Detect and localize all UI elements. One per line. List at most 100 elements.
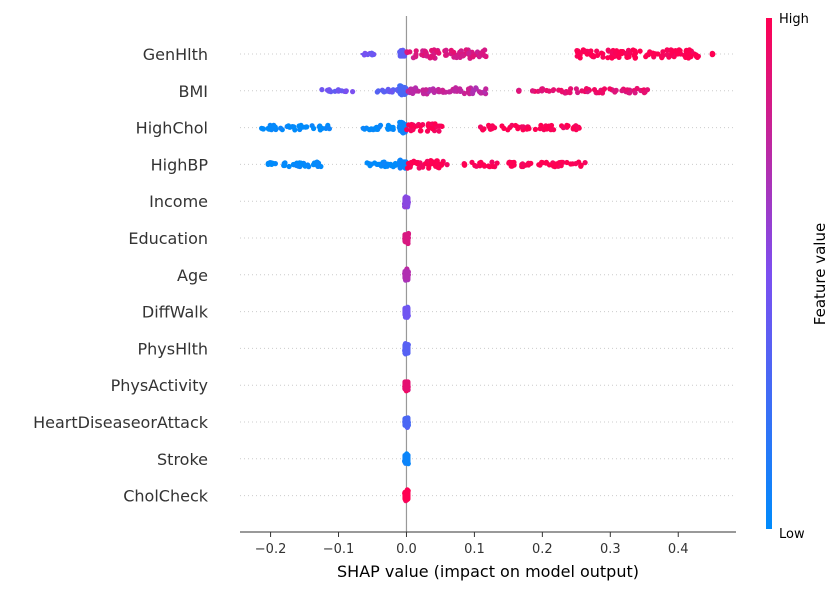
shap-point: [519, 124, 525, 130]
shap-point-cluster: [462, 163, 467, 166]
shap-point: [482, 47, 488, 53]
shap-point: [285, 123, 292, 129]
shap-point: [573, 161, 579, 167]
shap-point: [426, 163, 432, 169]
shap-point: [390, 124, 396, 130]
shap-point: [508, 163, 514, 169]
shap-point: [591, 87, 598, 93]
shap-point: [443, 52, 449, 58]
shap-point: [443, 47, 449, 53]
feature-label: Income: [149, 192, 208, 211]
shap-point: [259, 125, 265, 131]
shap-point: [619, 88, 625, 94]
shap-point: [270, 160, 276, 166]
shap-point: [536, 162, 542, 168]
shap-point: [424, 128, 431, 134]
shap-point: [665, 47, 671, 53]
shap-point: [429, 54, 435, 60]
shap-point: [271, 123, 277, 129]
shap-point: [565, 123, 571, 129]
feature-points: [402, 415, 411, 430]
shap-point: [458, 88, 464, 94]
shap-point: [664, 52, 670, 58]
colorbar-title: Feature value: [811, 223, 829, 325]
shap-point: [530, 88, 536, 94]
shap-point-cluster: [402, 416, 411, 428]
shap-point: [584, 51, 590, 57]
shap-point: [367, 163, 373, 169]
x-tick-label: −0.2: [255, 542, 287, 557]
x-tick-label: 0.0: [396, 542, 417, 557]
shap-point: [594, 48, 600, 54]
shap-point: [577, 55, 583, 61]
shap-point: [492, 125, 498, 131]
feature-points: [402, 266, 411, 283]
shap-point-cluster: [402, 268, 411, 281]
shap-point: [430, 88, 436, 94]
shap-point: [302, 124, 309, 130]
shap-point: [688, 53, 694, 59]
shap-point: [422, 48, 428, 55]
shap-point: [596, 90, 602, 96]
shap-point: [425, 121, 432, 127]
shap-point: [324, 87, 331, 93]
shap-point: [579, 88, 585, 94]
shap-point: [339, 88, 345, 94]
shap-point: [373, 126, 379, 132]
shap-point: [617, 50, 623, 56]
shap-point: [477, 163, 483, 169]
shap-point: [644, 87, 651, 93]
shap-point: [509, 122, 515, 128]
feature-label: PhysActivity: [111, 376, 208, 395]
shap-point: [410, 90, 416, 96]
shap-point: [286, 163, 292, 170]
shap-point: [393, 162, 399, 168]
shap-point: [436, 89, 443, 95]
shap-point: [483, 86, 489, 92]
shap-point: [404, 127, 410, 133]
shap-point: [384, 163, 390, 169]
shap-point: [413, 48, 419, 54]
shap-point: [644, 52, 650, 58]
shap-point: [544, 126, 550, 132]
shap-point: [590, 52, 596, 59]
shap-point: [570, 125, 577, 131]
shap-point: [266, 126, 272, 132]
shap-point-cluster: [516, 90, 522, 92]
shap-point: [613, 50, 619, 56]
shap-point: [607, 86, 613, 92]
feature-label: BMI: [179, 82, 209, 101]
shap-point: [532, 126, 539, 132]
shap-point: [408, 86, 414, 92]
shap-point: [612, 89, 618, 95]
feature-points: [402, 304, 411, 320]
shap-point-cluster: [710, 53, 715, 55]
shap-point: [477, 124, 484, 130]
shap-point: [381, 89, 387, 95]
x-tick-label: 0.4: [668, 542, 689, 557]
shap-point: [582, 160, 588, 166]
shap-point: [605, 55, 611, 61]
shap-point: [374, 89, 380, 95]
shap-point: [466, 50, 472, 56]
shap-point: [605, 48, 612, 54]
shap-point: [627, 90, 633, 96]
feature-label: Education: [128, 229, 208, 248]
shap-point: [538, 122, 544, 128]
shap-point-cluster: [402, 489, 411, 502]
shap-point-cluster: [402, 195, 411, 208]
feature-label: Stroke: [157, 450, 208, 469]
colorbar-low-label: Low: [779, 527, 805, 542]
feature-label: PhysHlth: [138, 339, 208, 358]
shap-point: [298, 160, 304, 166]
shap-point: [574, 49, 581, 56]
shap-point: [632, 90, 638, 96]
shap-point: [319, 87, 325, 93]
shap-point-cluster: [360, 52, 376, 56]
shap-point: [405, 160, 411, 166]
feature-points: [402, 487, 411, 504]
shap-points: [259, 47, 716, 504]
shap-point: [265, 161, 271, 167]
shap-point: [446, 89, 452, 95]
shap-point: [578, 162, 584, 168]
